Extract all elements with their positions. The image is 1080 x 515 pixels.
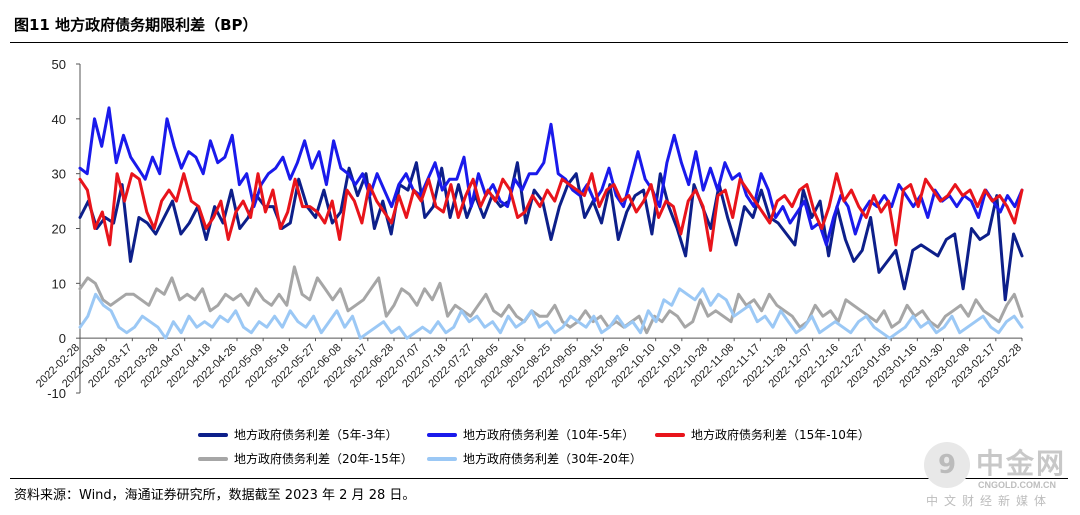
legend-swatch [655,432,685,437]
watermark-name: 中金网 [976,447,1067,480]
legend-item-10y-5y: 地方政府债务利差（10年-5年） [427,426,634,443]
series-line-3 [78,265,1024,335]
x-axis-labels: 2022-02-282022-03-082022-03-172022-03-28… [34,338,1024,390]
y-tick-label: 50 [52,57,66,72]
legend-label: 地方政府债务利差（10年-5年） [463,428,635,442]
y-tick-label: 40 [52,112,66,127]
title-divider [10,42,1068,43]
legend-item-20y-15y: 地方政府债务利差（20年-15年） [198,450,413,467]
watermark: 9 中金网 CNGOLD.COM.CN 中文财经新媒体 [922,440,1072,510]
source-note: 资料来源：Wind，海通证券研究所，数据截至 2023 年 2 月 28 日。 [14,488,416,503]
chart-series [78,106,1024,340]
legend-swatch [427,456,457,461]
y-tick-label: 0 [59,331,66,346]
y-tick-label: 20 [52,222,66,237]
source-divider [10,478,1068,479]
legend-swatch [427,432,457,437]
legend-swatch [198,432,228,437]
watermark-logo-icon: 9 [924,442,970,488]
legend-label: 地方政府债务利差（20年-15年） [234,452,413,466]
y-tick-label: 30 [52,167,66,182]
series-line-1 [78,106,1024,247]
legend-item-5y-3y: 地方政府债务利差（5年-3年） [198,426,398,443]
series-line-2 [78,172,1024,252]
chart-title: 图11 地方政府债务期限利差（BP） [14,16,258,34]
legend-swatch [198,456,228,461]
y-tick-label: 10 [52,276,66,291]
chart-axes: -10 0 10 20 30 40 50 [47,57,1022,401]
legend-item-15y-10y: 地方政府债务利差（15年-10年） [655,426,870,443]
series-line-4 [78,287,1024,340]
legend-item-30y-20y: 地方政府债务利差（30年-20年） [427,450,642,467]
y-tick-label: -10 [47,386,66,401]
watermark-url: CNGOLD.COM.CN [978,480,1056,490]
series-line-0 [78,161,1024,302]
legend-label: 地方政府债务利差（5年-3年） [234,428,398,442]
legend-label: 地方政府债务利差（15年-10年） [691,428,870,442]
watermark-caption: 中文财经新媒体 [926,494,1053,508]
line-chart: -10 0 10 20 30 40 50 2022-02-282022-03-082022-… [34,57,1024,401]
legend-label: 地方政府债务利差（30年-20年） [463,452,642,466]
